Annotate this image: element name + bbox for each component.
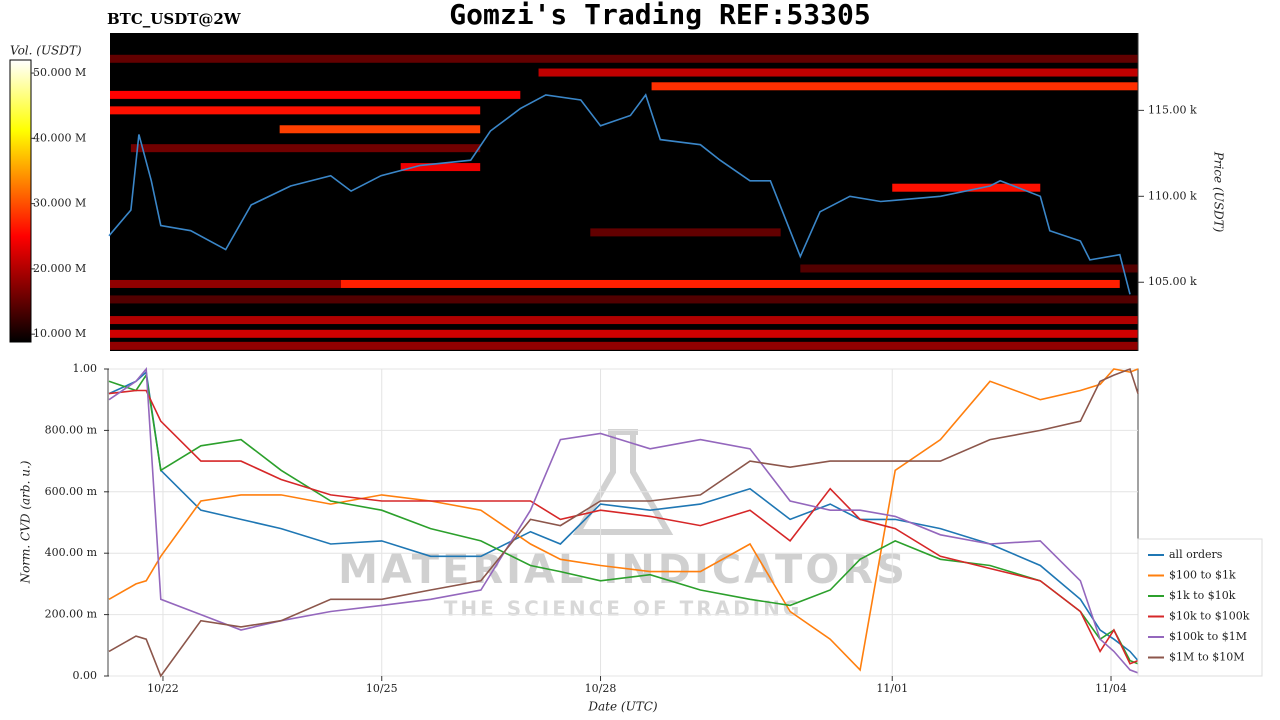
liquidity-level: [279, 125, 481, 134]
y-tick-label: 115.00 k: [1148, 103, 1197, 116]
x-axis-label: Date (UTC): [587, 700, 657, 714]
y-tick-label: 600.00 m: [45, 485, 98, 498]
liquidity-level: [590, 228, 781, 237]
liquidity-level: [110, 329, 1138, 338]
y-tick-label: 1.00: [73, 362, 98, 375]
legend-label: $100k to $1M: [1169, 630, 1247, 643]
liquidity-level: [110, 279, 341, 288]
liquidity-level: [110, 90, 521, 99]
x-tick-label: 11/01: [876, 682, 908, 695]
liquidity-level: [800, 264, 1138, 273]
watermark-flask: [572, 429, 674, 535]
legend-label: $10k to $100k: [1169, 610, 1250, 623]
y-tick-label: 0.00: [73, 669, 98, 682]
legend-box: [1137, 538, 1263, 677]
x-tick-label: 10/25: [366, 682, 398, 695]
watermark-text: MATERIAL INDICATORS: [338, 547, 908, 593]
y-tick-label: 800.00 m: [45, 423, 98, 436]
x-tick-label: 10/22: [147, 682, 179, 695]
liquidity-level: [130, 144, 481, 153]
y-tick-label: 110.00 k: [1148, 189, 1197, 202]
liquidity-level: [651, 82, 1138, 91]
legend-label: all orders: [1169, 548, 1223, 561]
cvd-line: [108, 368, 1139, 672]
colorbar-tick-label: 40.000 M: [33, 131, 86, 144]
y-tick-label: 105.00 k: [1148, 275, 1197, 288]
y-axis-label: Norm. CVD (arb. u.): [19, 460, 33, 584]
liquidity-level: [110, 295, 1138, 304]
cvd-line: [108, 367, 1139, 678]
colorbar-tick-label: 20.000 M: [33, 262, 86, 275]
colorbar-tick-label: 10.000 M: [33, 327, 86, 340]
liquidity-level: [110, 316, 1138, 325]
liquidity-level: [340, 279, 1120, 288]
cvd-line: [108, 389, 1139, 665]
colorbar-label: Vol. (USDT): [10, 44, 82, 58]
x-tick-label: 10/28: [585, 682, 617, 695]
watermark-subtext: THE SCIENCE OF TRADING: [444, 597, 803, 621]
x-tick-label: 11/04: [1095, 682, 1127, 695]
liquidity-level: [110, 341, 1138, 350]
y-tick-label: 200.00 m: [45, 608, 98, 621]
liquidity-level: [110, 106, 481, 115]
legend-label: $1k to $10k: [1169, 589, 1236, 602]
liquidity-level: [538, 68, 1138, 77]
cvd-line: [108, 370, 1139, 662]
liquidity-level: [400, 163, 481, 172]
legend-label: $100 to $1k: [1169, 569, 1236, 582]
liquidity-level: [110, 54, 1138, 63]
colorbar-tick-label: 30.000 M: [33, 197, 86, 210]
colorbar-tick-label: 50.000 M: [33, 66, 86, 79]
liquidity-level: [892, 183, 1041, 192]
legend-label: $1M to $10M: [1169, 651, 1245, 664]
chart-title: Gomzi's Trading REF:53305: [449, 0, 870, 31]
colorbar: [9, 59, 32, 343]
pair-label: BTC_USDT@2W: [107, 10, 242, 28]
cvd-panel: [107, 368, 1139, 677]
y-tick-label: 400.00 m: [45, 546, 98, 559]
y-axis-label: Price (USDT): [1212, 151, 1226, 233]
price-line: [108, 93, 1131, 295]
